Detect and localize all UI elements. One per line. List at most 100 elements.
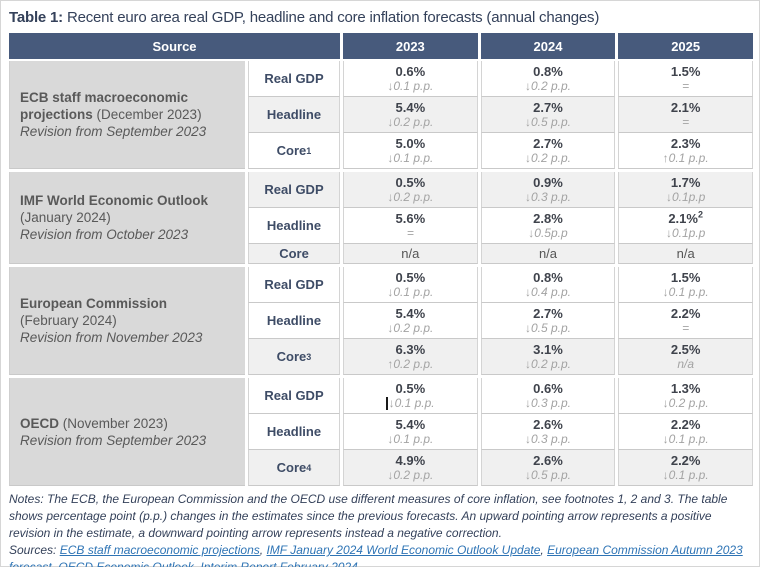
forecast-cell-2023: 0.6% ↓0.1 p.p. xyxy=(343,61,478,97)
forecast-value: 6.3% xyxy=(395,341,426,357)
forecast-cell-2023: 4.9% ↓0.2 p.p. xyxy=(343,450,478,486)
forecast-cell-2025: 2.2% ↓0.1 p.p. xyxy=(618,414,753,450)
forecast-cell-2025: 2.1%2 ↓0.1p.p xyxy=(618,208,753,244)
forecast-cell-2024: 3.1% ↓0.2 p.p. xyxy=(480,339,616,375)
source-cell: ECB staff macroeconomic projections (Dece… xyxy=(9,61,245,169)
forecast-value: 1.5% xyxy=(670,269,701,285)
source-line: ECB staff macroeconomic xyxy=(20,89,239,106)
forecast-value: 2.1% xyxy=(670,99,701,115)
forecast-cell-2024: 2.7% ↓0.2 p.p. xyxy=(480,133,616,169)
source-name: European Commission xyxy=(20,296,168,311)
forecast-value: 2.2% xyxy=(670,305,701,321)
forecast-cell-2023: n/a xyxy=(343,244,478,264)
forecast-revision: ↓0.1 p.p. xyxy=(387,78,434,93)
source-link-separator: , xyxy=(540,543,548,557)
source-line: IMF World Economic Outlook xyxy=(20,192,239,209)
source-link-2[interactable]: IMF January 2024 World Economic Outlook … xyxy=(266,543,541,557)
forecast-cell-2024: 0.8% ↓0.2 p.p. xyxy=(480,61,616,97)
source-name: projections xyxy=(20,107,93,122)
forecast-revision: ↓0.5p.p xyxy=(528,225,568,240)
source-link-separator: , xyxy=(51,560,59,567)
source-date: (November 2023) xyxy=(59,415,168,431)
forecast-value: 0.5% xyxy=(395,380,426,396)
source-link-1[interactable]: ECB staff macroeconomic projections xyxy=(59,543,260,557)
source-line: projections (December 2023) xyxy=(20,106,239,123)
forecast-cell-2025: 2.5% n/a xyxy=(618,339,753,375)
metric-label-headline: Headline xyxy=(248,208,340,244)
forecast-revision: ↑0.2 p.p. xyxy=(387,356,434,371)
forecast-value: 2.3% xyxy=(670,135,701,151)
source-link-3[interactable]: European Commission Autumn 2023 forecast xyxy=(9,543,743,567)
forecast-cell-2023: 6.3% ↑0.2 p.p. xyxy=(343,339,478,375)
forecast-cell-2025: 1.3% ↓0.2 p.p. xyxy=(618,378,753,414)
notes-text: The ECB, the European Commission and the… xyxy=(9,492,728,540)
forecast-table: Source 2023 2024 2025 ECB staff macroeco… xyxy=(9,33,753,486)
metric-label-real-gdp: Real GDP xyxy=(248,172,340,208)
forecast-cell-2023: 0.5% ↓0.2 p.p. xyxy=(343,172,478,208)
column-header-2023: 2023 xyxy=(343,33,478,59)
source-revision-note: Revision from September 2023 xyxy=(20,432,207,448)
forecast-value: 5.4% xyxy=(395,305,426,321)
source-cell: OECD (November 2023) Revision from Septem… xyxy=(9,378,245,486)
forecast-cell-2023: 5.0% ↓0.1 p.p. xyxy=(343,133,478,169)
forecast-value: 5.0% xyxy=(395,135,426,151)
forecast-value: 0.5% xyxy=(395,269,426,285)
forecast-revision: = xyxy=(682,320,690,335)
forecast-cell-2023: 5.4% ↓0.2 p.p. xyxy=(343,97,478,133)
source-revision-note: Revision from October 2023 xyxy=(20,227,189,242)
forecast-value: 5.4% xyxy=(395,99,426,115)
forecast-value: 0.9% xyxy=(533,174,563,190)
table-header-row: Source 2023 2024 2025 xyxy=(9,33,753,59)
forecast-value: 3.1% xyxy=(533,341,563,357)
source-group: OECD (November 2023) Revision from Septem… xyxy=(9,378,753,486)
source-cell: European Commission (February 2024) Revisi… xyxy=(9,267,245,375)
forecast-value: 2.7% xyxy=(533,135,563,151)
forecast-revision: ↓0.3 p.p. xyxy=(524,431,571,446)
forecast-value: 0.6% xyxy=(533,380,563,396)
forecast-value: 0.6% xyxy=(395,63,426,79)
forecast-value: 2.7% xyxy=(533,305,563,321)
metric-label-core: Core 1 xyxy=(248,133,340,169)
forecast-cell-2025: 2.3% ↑0.1 p.p. xyxy=(618,133,753,169)
table-title-label: Table 1: xyxy=(9,9,63,26)
source-line: OECD (November 2023) xyxy=(20,415,239,432)
source-date: (February 2024) xyxy=(20,313,117,328)
forecast-cell-2025: 2.1% = xyxy=(618,97,753,133)
forecast-cell-2024: 2.8% ↓0.5p.p xyxy=(480,208,616,244)
forecast-value: 2.5% xyxy=(670,341,701,357)
forecast-value: 2.8% xyxy=(533,210,563,226)
source-revision-note: Revision from September 2023 xyxy=(20,124,207,139)
forecast-value: n/a xyxy=(676,246,695,261)
source-date: (January 2024) xyxy=(20,210,111,225)
forecast-revision: = xyxy=(682,114,690,129)
table-title-text: Recent euro area real GDP, headline and … xyxy=(62,9,600,26)
forecast-value: 0.8% xyxy=(533,269,563,285)
source-line: (January 2024) xyxy=(20,209,239,226)
text-cursor-artifact xyxy=(386,396,388,410)
forecast-value: 2.7% xyxy=(533,99,563,115)
metric-label-real-gdp: Real GDP xyxy=(248,267,340,303)
source-line: Revision from September 2023 xyxy=(20,432,239,449)
source-revision-note: Revision from November 2023 xyxy=(20,330,203,345)
forecast-revision: ↓0.2 p.p. xyxy=(524,150,571,165)
forecast-revision: ↓0.2 p.p. xyxy=(524,356,571,371)
forecast-cell-2023: 5.6% = xyxy=(343,208,478,244)
forecast-revision: ↓0.3 p.p. xyxy=(524,395,571,410)
forecast-value: 4.9% xyxy=(395,452,426,468)
metric-label-headline: Headline xyxy=(248,97,340,133)
forecast-cell-2025: 2.2% ↓0.1 p.p. xyxy=(618,450,753,486)
sources-label: Sources: xyxy=(9,543,60,557)
forecast-revision: ↓0.4 p.p. xyxy=(524,284,571,299)
source-group: ECB staff macroeconomic projections (Dece… xyxy=(9,61,753,169)
forecast-value: 5.4% xyxy=(395,416,426,432)
forecast-cell-2024: 2.7% ↓0.5 p.p. xyxy=(480,303,616,339)
source-name: IMF World Economic Outlook xyxy=(20,193,208,208)
forecast-value: n/a xyxy=(401,246,420,261)
source-link-4[interactable]: OECD Economic Outlook, Interim Report Fe… xyxy=(58,560,358,567)
forecast-cell-2024: 0.6% ↓0.3 p.p. xyxy=(480,378,616,414)
forecast-revision: ↓0.2 p.p. xyxy=(387,114,434,129)
source-name: ECB staff macroeconomic xyxy=(20,90,189,105)
forecast-revision: ↓0.2 p.p. xyxy=(387,189,434,204)
forecast-revision: = xyxy=(406,225,414,240)
